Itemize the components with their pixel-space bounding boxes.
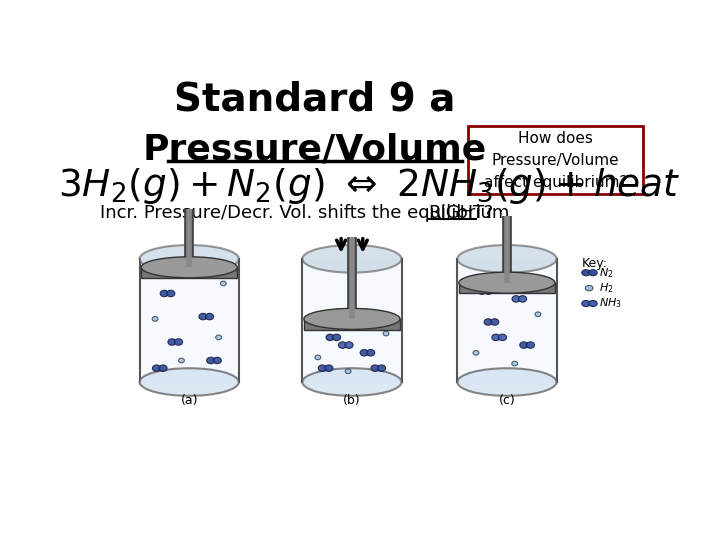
Ellipse shape [199, 313, 207, 320]
Text: (b): (b) [343, 394, 361, 407]
Ellipse shape [498, 334, 507, 341]
Ellipse shape [582, 300, 590, 307]
Ellipse shape [457, 368, 557, 396]
Ellipse shape [152, 316, 158, 321]
Ellipse shape [360, 349, 368, 356]
Ellipse shape [490, 319, 499, 325]
Ellipse shape [585, 286, 593, 291]
Text: $N_2$: $N_2$ [599, 266, 613, 280]
Text: $H_2$: $H_2$ [599, 281, 613, 295]
Ellipse shape [377, 365, 386, 372]
Ellipse shape [325, 365, 333, 372]
Ellipse shape [535, 312, 541, 316]
Ellipse shape [459, 272, 555, 293]
FancyBboxPatch shape [457, 259, 557, 382]
Ellipse shape [153, 365, 161, 372]
Ellipse shape [518, 295, 526, 302]
FancyBboxPatch shape [302, 259, 402, 382]
Ellipse shape [168, 339, 176, 345]
Ellipse shape [457, 245, 557, 273]
Text: $3H_2(g) + N_2(g)\ \Leftrightarrow\ 2NH_3(g) + heat$: $3H_2(g) + N_2(g)\ \Leftrightarrow\ 2NH_… [58, 166, 680, 206]
Text: Pressure/Volume: Pressure/Volume [143, 132, 487, 166]
Ellipse shape [478, 288, 486, 294]
Ellipse shape [315, 355, 320, 360]
Ellipse shape [167, 291, 175, 296]
Ellipse shape [214, 273, 220, 278]
Ellipse shape [304, 308, 400, 329]
Ellipse shape [302, 368, 402, 396]
Text: (c): (c) [498, 394, 516, 407]
Ellipse shape [302, 245, 402, 273]
FancyBboxPatch shape [468, 126, 642, 194]
Ellipse shape [141, 257, 238, 278]
Ellipse shape [326, 334, 334, 341]
Text: Incr. Pressure/Decr. Vol. shifts the equilibrium: Incr. Pressure/Decr. Vol. shifts the equ… [100, 204, 510, 221]
Ellipse shape [485, 288, 492, 294]
Ellipse shape [220, 281, 226, 286]
Ellipse shape [383, 331, 389, 336]
Ellipse shape [366, 349, 375, 356]
Ellipse shape [484, 319, 492, 325]
Ellipse shape [345, 369, 351, 374]
Ellipse shape [357, 321, 363, 326]
Ellipse shape [371, 365, 379, 372]
FancyBboxPatch shape [141, 267, 238, 278]
Ellipse shape [179, 358, 184, 363]
Text: Standard 9 a: Standard 9 a [174, 80, 456, 118]
FancyBboxPatch shape [459, 283, 555, 294]
FancyBboxPatch shape [304, 319, 400, 330]
Text: ?: ? [477, 204, 492, 221]
Ellipse shape [333, 334, 341, 341]
Ellipse shape [159, 365, 167, 372]
Ellipse shape [196, 269, 202, 274]
Text: (a): (a) [181, 394, 198, 407]
Ellipse shape [492, 334, 500, 341]
Ellipse shape [207, 357, 215, 364]
Ellipse shape [520, 342, 528, 348]
Ellipse shape [512, 295, 520, 302]
Ellipse shape [213, 357, 221, 364]
Ellipse shape [589, 269, 597, 276]
Text: $NH_3$: $NH_3$ [599, 296, 622, 310]
Ellipse shape [473, 350, 479, 355]
Ellipse shape [338, 342, 346, 348]
Ellipse shape [534, 280, 542, 287]
Ellipse shape [160, 291, 168, 296]
Ellipse shape [140, 245, 239, 273]
Ellipse shape [582, 269, 590, 276]
Ellipse shape [526, 342, 534, 348]
Ellipse shape [528, 280, 536, 287]
Ellipse shape [345, 342, 353, 348]
Ellipse shape [512, 361, 518, 366]
Text: Key:: Key: [582, 257, 608, 271]
Text: How does
Pressure/Volume
affect equilibrium?: How does Pressure/Volume affect equilibr… [484, 131, 627, 190]
Ellipse shape [205, 313, 214, 320]
Ellipse shape [216, 335, 222, 340]
Ellipse shape [140, 368, 239, 396]
Ellipse shape [589, 300, 597, 307]
Ellipse shape [318, 365, 326, 372]
Ellipse shape [174, 339, 183, 345]
FancyBboxPatch shape [140, 259, 239, 382]
Text: RIGHT: RIGHT [428, 204, 485, 221]
